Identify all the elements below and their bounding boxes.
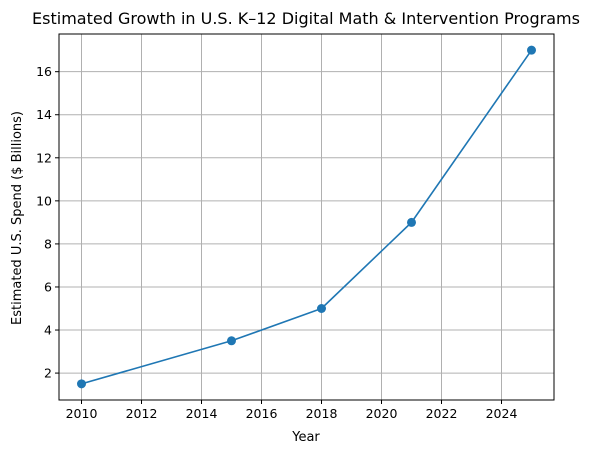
plot-area-frame: [58, 33, 555, 401]
grid: [59, 34, 554, 400]
x-tick-label: 2016: [246, 406, 278, 421]
x-axis: 2010 2012 2014 2016 2018 2020 2022 2024: [66, 400, 518, 421]
x-tick-label: 2020: [366, 406, 398, 421]
y-tick-label: 6: [44, 279, 52, 294]
x-tick-label: 2012: [126, 406, 158, 421]
data-point: [227, 336, 236, 346]
series-layer: [77, 45, 536, 389]
y-tick-label: 14: [36, 107, 52, 122]
x-tick-label: 2022: [426, 406, 458, 421]
chart-title: Estimated Growth in U.S. K–12 Digital Ma…: [32, 9, 580, 28]
data-point: [407, 217, 416, 227]
y-axis-label: Estimated U.S. Spend ($ Billions): [10, 111, 25, 325]
x-tick-label: 2018: [306, 406, 338, 421]
data-point: [527, 45, 536, 55]
series-line: [81, 49, 533, 385]
y-tick-label: 12: [36, 150, 52, 165]
x-tick-label: 2014: [186, 406, 218, 421]
x-tick-label: 2024: [486, 406, 518, 421]
y-axis: 2 4 6 8 10 12 14 16: [36, 64, 59, 381]
y-tick-label: 16: [36, 64, 52, 79]
data-point: [77, 379, 86, 389]
x-tick-label: 2010: [66, 406, 98, 421]
y-tick-label: 2: [44, 366, 52, 381]
data-point: [317, 304, 326, 313]
y-tick-label: 4: [44, 323, 52, 338]
x-axis-label: Year: [291, 430, 320, 445]
y-tick-label: 10: [36, 193, 52, 208]
y-tick-label: 8: [44, 236, 52, 251]
